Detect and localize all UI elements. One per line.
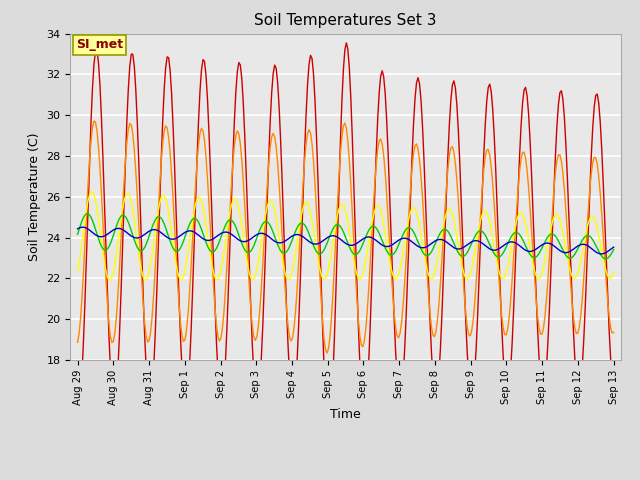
Y-axis label: Soil Temperature (C): Soil Temperature (C): [28, 132, 41, 261]
Text: SI_met: SI_met: [76, 38, 123, 51]
X-axis label: Time: Time: [330, 408, 361, 421]
Title: Soil Temperatures Set 3: Soil Temperatures Set 3: [254, 13, 437, 28]
